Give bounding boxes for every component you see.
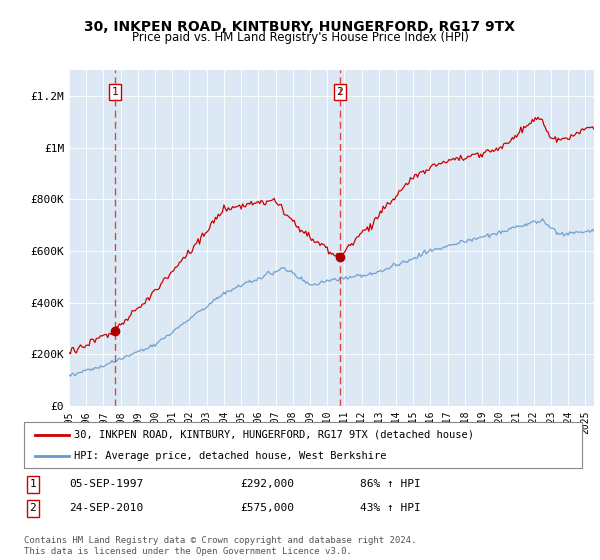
Text: 2: 2: [337, 87, 343, 97]
Text: 24-SEP-2010: 24-SEP-2010: [69, 503, 143, 514]
Text: 1: 1: [112, 87, 118, 97]
Text: Contains HM Land Registry data © Crown copyright and database right 2024.
This d: Contains HM Land Registry data © Crown c…: [24, 536, 416, 556]
Text: £575,000: £575,000: [240, 503, 294, 514]
Text: 2: 2: [29, 503, 37, 514]
Text: £292,000: £292,000: [240, 479, 294, 489]
Text: 43% ↑ HPI: 43% ↑ HPI: [360, 503, 421, 514]
Text: 1: 1: [29, 479, 37, 489]
Text: 86% ↑ HPI: 86% ↑ HPI: [360, 479, 421, 489]
Text: 30, INKPEN ROAD, KINTBURY, HUNGERFORD, RG17 9TX: 30, INKPEN ROAD, KINTBURY, HUNGERFORD, R…: [85, 20, 515, 34]
Text: 30, INKPEN ROAD, KINTBURY, HUNGERFORD, RG17 9TX (detached house): 30, INKPEN ROAD, KINTBURY, HUNGERFORD, R…: [74, 430, 474, 440]
Text: HPI: Average price, detached house, West Berkshire: HPI: Average price, detached house, West…: [74, 451, 387, 461]
Text: 05-SEP-1997: 05-SEP-1997: [69, 479, 143, 489]
Text: Price paid vs. HM Land Registry's House Price Index (HPI): Price paid vs. HM Land Registry's House …: [131, 31, 469, 44]
